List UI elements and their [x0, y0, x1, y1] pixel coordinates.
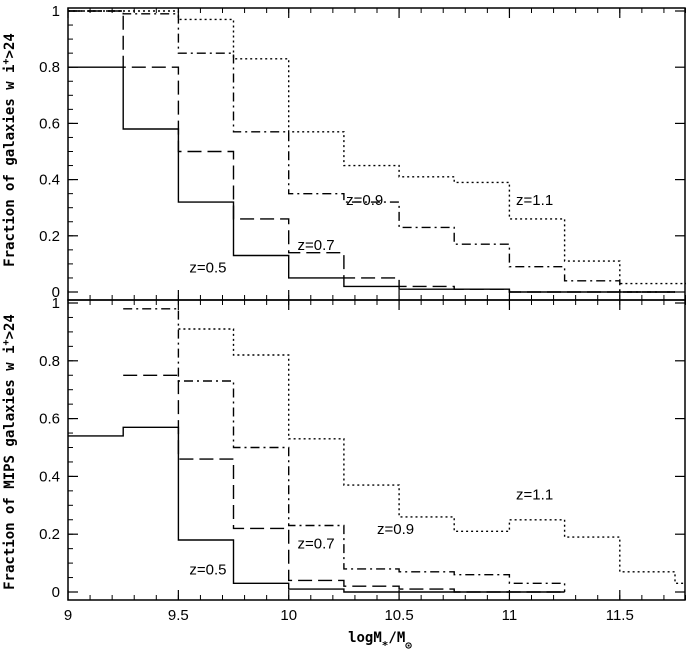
bottom-series-z-1_1: [178, 328, 686, 584]
top-y-label-tail: >24: [2, 33, 18, 58]
top-ytick-label: 0.2: [39, 228, 60, 245]
bottom-plot-frame: [67, 299, 686, 601]
top-series-z-1_1: [68, 10, 686, 285]
bottom-ytick-label: 0.6: [39, 411, 60, 428]
bottom-series-z-0_7: [123, 374, 565, 593]
x-label-main: logM: [348, 630, 382, 646]
bottom-xtick-label: 10: [280, 607, 297, 624]
top-annotation-label: z=0.7: [298, 237, 335, 254]
bottom-annotation-label: z=0.7: [298, 536, 335, 553]
axis-labels: Fraction of galaxies w i+>24 Fraction of…: [1, 33, 413, 651]
top-ytick-label: 1: [52, 3, 60, 20]
bottom-y-axis-label: Fraction of MIPS galaxies w i+>24: [1, 314, 19, 590]
bottom-xtick-label: 9.5: [168, 607, 189, 624]
x-label-mid: /M: [388, 630, 405, 646]
top-ytick-label: 0: [52, 284, 60, 301]
top-series-z-0_7: [68, 10, 675, 293]
top-ytick-label: 0.6: [39, 115, 60, 132]
top-annotation-label: z=0.9: [346, 192, 383, 209]
bottom-series-z-0_5: [68, 426, 565, 593]
bottom-annotation-label: z=0.5: [189, 562, 226, 579]
top-annotation-label: z=1.1: [516, 192, 553, 209]
top-plot-frame: [67, 7, 686, 301]
top-y-label-sup: +: [1, 58, 12, 64]
bottom-xtick-label: 9: [64, 607, 72, 624]
top-ytick-label: 0.4: [39, 172, 60, 189]
bottom-annotation-label: z=0.9: [377, 521, 414, 538]
top-series-z-0_5: [68, 66, 675, 293]
bottom-ytick-label: 0.2: [39, 526, 60, 543]
top-y-label-text: Fraction of galaxies w i: [2, 65, 18, 267]
bottom-y-label-text: Fraction of MIPS galaxies w i: [2, 345, 18, 589]
bottom-ytick-label: 0.4: [39, 468, 60, 485]
bottom-y-label-tail: >24: [2, 314, 18, 339]
bottom-series-z-0_9: [123, 308, 566, 592]
bottom-ytick-label: 1: [52, 295, 60, 312]
top-y-axis-label: Fraction of galaxies w i+>24: [1, 33, 19, 267]
top-annotation-label: z=0.5: [189, 259, 226, 276]
top-ytick-label: 0.8: [39, 59, 60, 76]
bottom-ytick-label: 0: [52, 584, 60, 601]
bottom-y-label-sup: +: [1, 339, 12, 345]
bottom-xtick-label: 11: [502, 607, 518, 624]
bottom-panel: 0 0.2 0.4 0.6 0.8 1 9 9.5 10 10.5 11 11.5 z=0.5 z=0.7…: [39, 295, 686, 624]
x-label-sub2: ⊙: [405, 639, 412, 651]
top-series-z-0_9: [68, 10, 675, 293]
bottom-xtick-label: 11.5: [606, 607, 634, 624]
top-panel: 0 0.2 0.4 0.6 0.8 1 z=0.5 z=0.7 z=0.9 z=1.1: [39, 3, 686, 301]
bottom-ytick-label: 0.8: [39, 353, 60, 370]
bottom-xtick-label: 10.5: [384, 607, 413, 624]
bottom-annotation-label: z=1.1: [516, 487, 553, 504]
x-label-sub: *: [382, 639, 389, 651]
x-axis-label: logM*/M⊙: [348, 630, 412, 650]
